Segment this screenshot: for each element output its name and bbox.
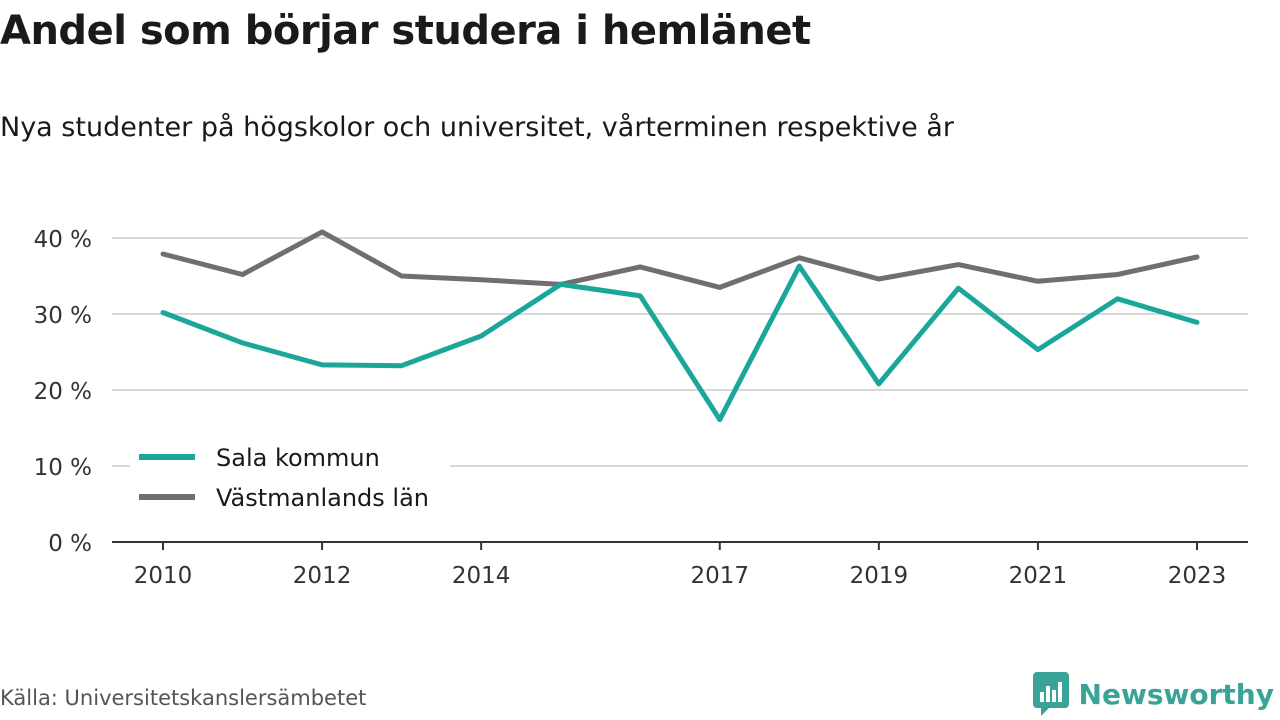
x-axis-ticks: 2010 2012 2014 2017 2019 2021 2023: [134, 542, 1227, 589]
x-tick-label: 2014: [452, 563, 511, 589]
series-lines: [160, 229, 1200, 423]
y-tick-label: 40 %: [34, 227, 92, 253]
y-tick-label: 0 %: [48, 531, 92, 557]
legend-label: Västmanlands län: [216, 484, 429, 512]
x-tick-label: 2010: [134, 563, 193, 589]
x-tick-label: 2017: [690, 563, 749, 589]
y-tick-label: 20 %: [34, 379, 92, 405]
x-tick-label: 2023: [1168, 563, 1227, 589]
x-tick-label: 2012: [293, 563, 352, 589]
newsworthy-logo-icon: [1032, 672, 1069, 716]
x-tick-label: 2021: [1009, 563, 1068, 589]
chart-title: Andel som börjar studera i hemlänet: [0, 8, 811, 54]
series-line-1: [160, 263, 1200, 423]
source-note: Källa: Universitetskanslersämbetet: [0, 686, 367, 710]
chart-subtitle: Nya studenter på högskolor och universit…: [0, 112, 954, 143]
brand-logo: Newsworthy: [1032, 672, 1274, 716]
legend: Sala kommun Västmanlands län: [130, 440, 450, 524]
series-line-2: [160, 229, 1200, 290]
y-tick-label: 30 %: [34, 303, 92, 329]
brand-name: Newsworthy: [1078, 677, 1274, 711]
y-tick-label: 10 %: [34, 455, 92, 481]
legend-label: Sala kommun: [216, 444, 380, 472]
y-axis-ticks: 0 % 10 % 20 % 30 % 40 %: [34, 227, 92, 557]
x-tick-label: 2019: [850, 563, 909, 589]
